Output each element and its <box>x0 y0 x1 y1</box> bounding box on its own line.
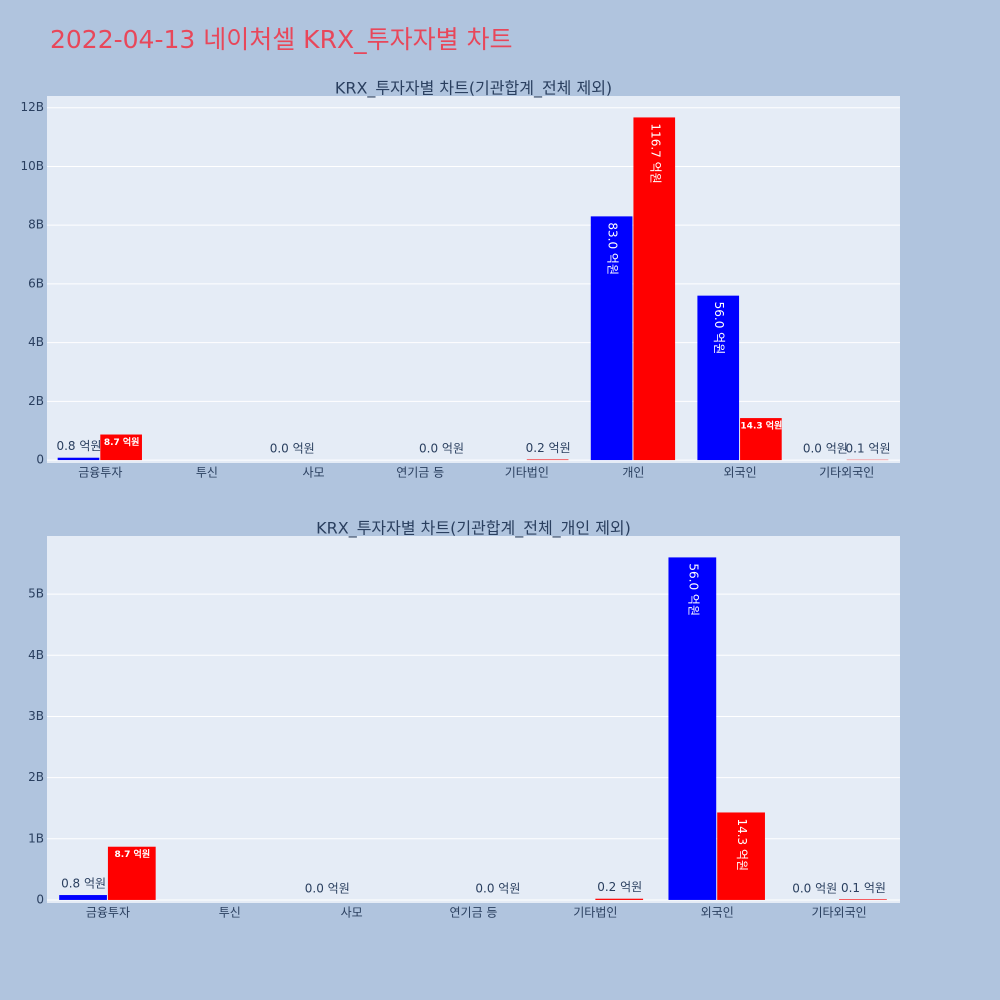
y-tick-label: 4B <box>28 335 44 349</box>
y-tick-label: 1B <box>28 831 44 845</box>
value-label: 8.7 억원 <box>104 436 140 448</box>
y-tick-label: 0 <box>36 892 44 906</box>
y-tick-label: 3B <box>28 709 44 723</box>
bar <box>717 812 765 900</box>
value-label: 0.8 억원 <box>56 439 101 453</box>
bar <box>668 557 717 900</box>
bar <box>839 899 887 900</box>
x-tick-label: 금융투자 <box>78 466 122 480</box>
value-label: 0.0 억원 <box>803 442 848 456</box>
value-label: 56.0 억원 <box>686 563 700 616</box>
plot-area <box>47 96 900 463</box>
bar <box>526 459 569 461</box>
x-tick-label: 투신 <box>196 466 218 480</box>
x-tick-label: 사모 <box>341 906 363 920</box>
value-label: 0.0 억원 <box>419 442 464 456</box>
plot-area <box>47 536 900 903</box>
x-tick-label: 외국인 <box>701 906 734 920</box>
bar <box>740 418 782 461</box>
value-label: 0.0 억원 <box>792 881 837 895</box>
chart-title: KRX_투자자별 차트(기관합계_전체_개인 제외) <box>316 519 631 539</box>
bar <box>59 895 107 900</box>
x-tick-label: 기타법인 <box>573 906 617 920</box>
y-tick-label: 12B <box>20 100 44 114</box>
value-label: 0.1 억원 <box>846 441 891 455</box>
value-label: 0.0 억원 <box>270 442 315 456</box>
x-tick-label: 연기금 등 <box>396 466 444 480</box>
value-label: 83.0 억원 <box>606 222 620 275</box>
y-tick-label: 0 <box>36 453 44 467</box>
x-tick-label: 사모 <box>303 466 325 480</box>
chart-title: KRX_투자자별 차트(기관합계_전체 제외) <box>335 79 612 99</box>
value-label: 56.0 억원 <box>712 302 726 355</box>
y-tick-label: 2B <box>28 770 44 784</box>
bar <box>633 117 676 461</box>
bar <box>107 846 156 900</box>
value-label: 8.7 억원 <box>114 848 150 860</box>
value-label: 0.2 억원 <box>526 441 571 455</box>
x-tick-label: 연기금 등 <box>450 906 498 920</box>
y-tick-label: 5B <box>28 587 44 601</box>
value-label: 14.3 억원 <box>735 818 749 871</box>
value-label: 14.3 억원 <box>740 420 782 432</box>
x-tick-label: 기타법인 <box>505 466 549 480</box>
x-tick-label: 개인 <box>622 466 644 480</box>
bar <box>100 434 142 461</box>
x-tick-label: 기타외국인 <box>811 906 866 920</box>
value-label: 0.8 억원 <box>61 877 106 891</box>
value-label: 0.0 억원 <box>305 881 350 895</box>
x-tick-label: 금융투자 <box>86 906 130 920</box>
x-tick-label: 외국인 <box>724 466 757 480</box>
y-tick-label: 4B <box>28 648 44 662</box>
value-label: 0.0 억원 <box>475 881 520 895</box>
x-tick-label: 투신 <box>219 906 241 920</box>
value-label: 116.7 억원 <box>648 123 662 183</box>
x-tick-label: 기타외국인 <box>819 466 874 480</box>
y-tick-label: 6B <box>28 276 44 290</box>
value-label: 0.1 억원 <box>841 881 886 895</box>
y-tick-label: 8B <box>28 218 44 232</box>
y-tick-label: 10B <box>20 159 44 173</box>
value-label: 0.2 억원 <box>597 880 642 894</box>
bar <box>590 216 633 461</box>
bar <box>595 898 644 900</box>
y-tick-label: 2B <box>28 394 44 408</box>
bar <box>697 295 740 461</box>
bar <box>57 457 100 461</box>
page-title: 2022-04-13 네이처셀 KRX_투자자별 차트 <box>50 25 513 54</box>
